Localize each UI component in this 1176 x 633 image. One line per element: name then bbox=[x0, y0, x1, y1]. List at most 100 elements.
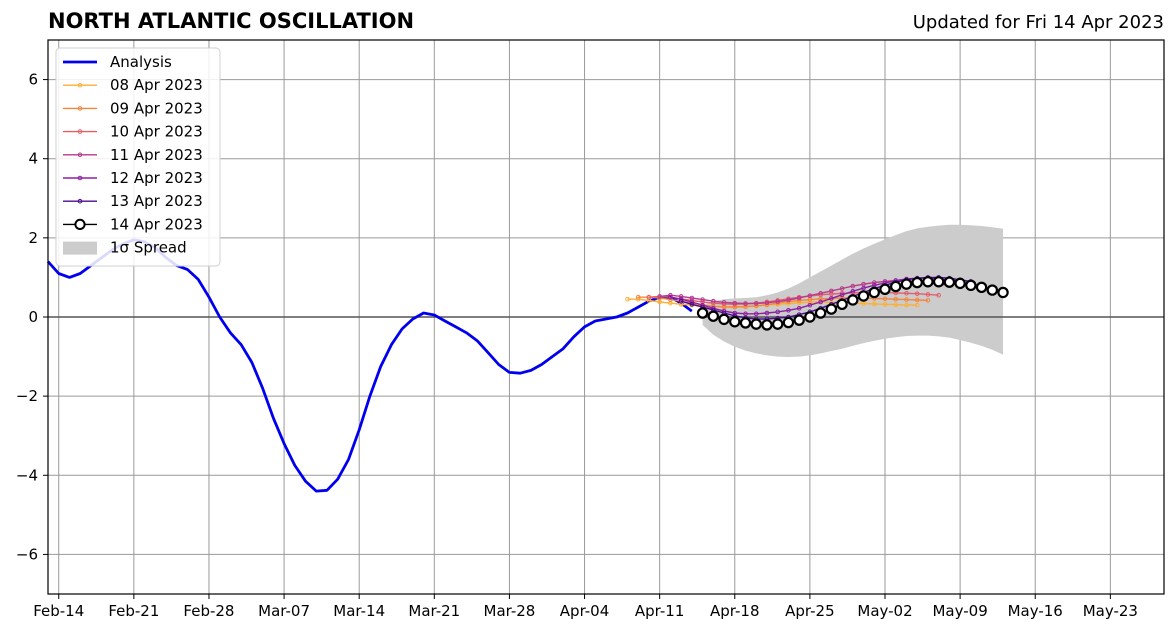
forecast-point bbox=[914, 291, 920, 296]
forecast-point bbox=[914, 297, 920, 303]
forecast-point bbox=[861, 285, 866, 291]
forecast-point bbox=[836, 298, 848, 311]
forecast-point bbox=[825, 303, 838, 315]
forecast-point bbox=[678, 298, 684, 304]
legend-swatch-marker bbox=[77, 106, 83, 111]
legend-swatch-marker bbox=[77, 175, 83, 181]
forecast-point bbox=[861, 301, 866, 306]
forecast-point bbox=[818, 290, 823, 296]
legend-label: 09 Apr 2023 bbox=[110, 99, 203, 117]
legend-label: 10 Apr 2023 bbox=[110, 123, 203, 141]
x-tick-label: Apr-25 bbox=[785, 602, 835, 620]
forecast-point bbox=[965, 279, 977, 292]
forecast-point bbox=[807, 293, 813, 298]
forecast-point bbox=[925, 292, 931, 297]
forecast-point bbox=[850, 283, 856, 289]
forecast-point bbox=[857, 290, 870, 302]
forecast-point bbox=[925, 298, 931, 303]
forecast-point bbox=[771, 318, 784, 330]
forecast-point bbox=[814, 307, 827, 319]
x-tick-label: Mar-14 bbox=[333, 602, 385, 620]
forecast-point bbox=[732, 300, 738, 306]
x-tick-label: Mar-21 bbox=[408, 602, 460, 620]
forecast-point bbox=[761, 319, 773, 331]
x-tick-label: May-16 bbox=[1008, 602, 1063, 620]
y-tick-label: −6 bbox=[16, 545, 38, 563]
forecast-point bbox=[890, 280, 902, 293]
x-tick-label: Mar-07 bbox=[258, 602, 310, 620]
legend-label: 11 Apr 2023 bbox=[110, 146, 203, 164]
forecast-point bbox=[635, 294, 641, 300]
x-tick-label: Apr-18 bbox=[710, 602, 760, 620]
forecast-point bbox=[804, 311, 816, 323]
y-tick-label: 0 bbox=[28, 308, 38, 326]
forecast-point bbox=[850, 288, 856, 294]
x-tick-label: Apr-11 bbox=[635, 602, 685, 620]
forecast-point bbox=[646, 294, 652, 300]
forecast-point bbox=[954, 277, 966, 290]
forecast-point bbox=[986, 284, 999, 296]
legend-box bbox=[55, 47, 221, 267]
forecast-point bbox=[882, 302, 888, 307]
legend-swatch-marker bbox=[77, 129, 83, 134]
forecast-point bbox=[893, 302, 899, 308]
y-tick-label: −4 bbox=[16, 466, 38, 484]
x-tick-label: May-09 bbox=[932, 602, 987, 620]
y-tick-label: 2 bbox=[28, 229, 38, 247]
forecast-point bbox=[839, 292, 845, 298]
forecast-point bbox=[793, 314, 805, 326]
forecast-point bbox=[743, 301, 748, 306]
legend: Analysis 08 Apr 2023 09 Apr 2023 10 Apr 202… bbox=[55, 47, 221, 267]
forecast-point bbox=[764, 310, 770, 316]
forecast-point bbox=[904, 290, 909, 296]
legend-swatch-marker bbox=[77, 198, 83, 204]
forecast-point bbox=[943, 276, 956, 288]
forecast-point bbox=[764, 300, 770, 306]
x-tick-label: Apr-04 bbox=[560, 602, 610, 620]
forecast-point bbox=[975, 281, 988, 294]
forecast-point bbox=[775, 309, 780, 315]
legend-swatch-marker bbox=[77, 152, 83, 158]
legend-swatch-spread bbox=[63, 241, 97, 255]
forecast-point bbox=[775, 299, 780, 304]
forecast-point bbox=[879, 283, 891, 295]
forecast-point bbox=[796, 295, 802, 301]
forecast-point bbox=[786, 297, 791, 303]
legend-swatch-marker bbox=[74, 218, 86, 230]
legend-swatch-marker bbox=[77, 82, 83, 88]
forecast-point bbox=[678, 294, 684, 299]
forecast-point bbox=[657, 294, 662, 299]
forecast-point bbox=[753, 311, 759, 317]
chart-subtitle: Updated for Fri 14 Apr 2023 bbox=[912, 12, 1164, 33]
forecast-point bbox=[807, 302, 813, 308]
chart-title: NORTH ATLANTIC OSCILLATION bbox=[48, 9, 415, 33]
forecast-point bbox=[718, 313, 730, 326]
forecast-point bbox=[753, 301, 759, 306]
forecast-line-5 bbox=[680, 276, 971, 320]
forecast-point bbox=[732, 310, 738, 316]
forecast-point bbox=[668, 294, 673, 300]
y-tick-label: 4 bbox=[28, 150, 38, 168]
y-tick-label: 6 bbox=[28, 71, 38, 89]
x-tick-label: Feb-21 bbox=[108, 602, 159, 620]
forecast-point bbox=[868, 286, 880, 299]
forecast-point bbox=[635, 296, 641, 302]
x-tick-label: Feb-14 bbox=[33, 602, 84, 620]
forecast-point bbox=[700, 297, 705, 302]
forecast-point bbox=[782, 316, 795, 329]
legend-label: 1σ Spread bbox=[110, 239, 187, 257]
forecast-point bbox=[729, 316, 741, 328]
forecast-point bbox=[882, 296, 888, 302]
forecast-point bbox=[914, 302, 920, 308]
forecast-point bbox=[829, 296, 834, 301]
legend-label: 12 Apr 2023 bbox=[110, 169, 203, 187]
forecast-point bbox=[739, 317, 752, 329]
forecast-point bbox=[871, 280, 877, 285]
forecast-point bbox=[911, 276, 923, 289]
forecast-point bbox=[904, 302, 909, 308]
forecast-point bbox=[871, 301, 877, 307]
forecast-point bbox=[721, 300, 727, 305]
forecast-point bbox=[750, 318, 762, 330]
forecast-point bbox=[668, 292, 673, 298]
axis-ticks: Feb-14 Feb-21 Feb-28 Mar-07 Mar-14 Mar-21 Mar-… bbox=[16, 71, 1138, 620]
